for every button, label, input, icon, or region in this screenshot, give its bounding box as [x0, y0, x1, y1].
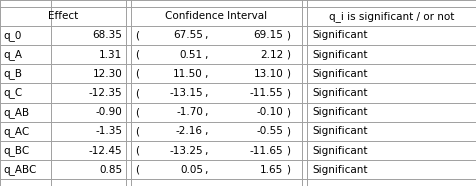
Text: -1.35: -1.35 — [95, 126, 122, 136]
Text: -11.55: -11.55 — [249, 88, 283, 98]
Text: -13.25: -13.25 — [169, 145, 202, 155]
Text: Significant: Significant — [311, 88, 367, 98]
Text: (: ( — [135, 165, 139, 175]
Text: -12.35: -12.35 — [89, 88, 122, 98]
Text: Significant: Significant — [311, 50, 367, 60]
Text: Effect: Effect — [48, 11, 78, 21]
Text: (: ( — [135, 126, 139, 136]
Text: Significant: Significant — [311, 69, 367, 79]
Text: 11.50: 11.50 — [173, 69, 202, 79]
Text: 68.35: 68.35 — [92, 31, 122, 41]
Text: Significant: Significant — [311, 165, 367, 175]
Text: Confidence Interval: Confidence Interval — [165, 11, 267, 21]
Text: 0.05: 0.05 — [179, 165, 202, 175]
Text: -11.65: -11.65 — [249, 145, 283, 155]
Text: ): ) — [286, 50, 290, 60]
Text: 2.12: 2.12 — [259, 50, 283, 60]
Text: q_C: q_C — [4, 88, 23, 98]
Text: q_BC: q_BC — [4, 145, 30, 156]
Text: (: ( — [135, 50, 139, 60]
Text: ,: , — [204, 165, 208, 175]
Text: 12.30: 12.30 — [92, 69, 122, 79]
Text: ,: , — [204, 107, 208, 117]
Text: 1.65: 1.65 — [259, 165, 283, 175]
Text: (: ( — [135, 69, 139, 79]
Text: 69.15: 69.15 — [253, 31, 283, 41]
Text: -2.16: -2.16 — [176, 126, 202, 136]
Text: Significant: Significant — [311, 145, 367, 155]
Text: q_A: q_A — [4, 49, 23, 60]
Text: ,: , — [204, 69, 208, 79]
Text: (: ( — [135, 107, 139, 117]
Text: 0.85: 0.85 — [99, 165, 122, 175]
Text: -0.90: -0.90 — [95, 107, 122, 117]
Text: Significant: Significant — [311, 31, 367, 41]
Text: (: ( — [135, 31, 139, 41]
Text: ,: , — [204, 145, 208, 155]
Text: q_B: q_B — [4, 68, 23, 79]
Text: ,: , — [204, 126, 208, 136]
Text: ): ) — [286, 31, 290, 41]
Text: (: ( — [135, 88, 139, 98]
Text: -13.15: -13.15 — [169, 88, 202, 98]
Text: -0.55: -0.55 — [256, 126, 283, 136]
Text: q_i is significant / or not: q_i is significant / or not — [329, 11, 454, 22]
Text: 13.10: 13.10 — [253, 69, 283, 79]
Text: q_ABC: q_ABC — [4, 164, 37, 175]
Text: -1.70: -1.70 — [176, 107, 202, 117]
Text: -12.45: -12.45 — [89, 145, 122, 155]
Text: ): ) — [286, 107, 290, 117]
Text: 0.51: 0.51 — [179, 50, 202, 60]
Text: ): ) — [286, 88, 290, 98]
Text: q_0: q_0 — [4, 30, 22, 41]
Text: ,: , — [204, 50, 208, 60]
Text: ): ) — [286, 69, 290, 79]
Text: q_AC: q_AC — [4, 126, 30, 137]
Text: ): ) — [286, 165, 290, 175]
Text: Significant: Significant — [311, 126, 367, 136]
Text: Significant: Significant — [311, 107, 367, 117]
Text: ): ) — [286, 145, 290, 155]
Text: q_AB: q_AB — [4, 107, 30, 118]
Text: (: ( — [135, 145, 139, 155]
Text: ,: , — [204, 31, 208, 41]
Text: 67.55: 67.55 — [173, 31, 202, 41]
Text: -0.10: -0.10 — [256, 107, 283, 117]
Text: ): ) — [286, 126, 290, 136]
Text: ,: , — [204, 88, 208, 98]
Text: 1.31: 1.31 — [99, 50, 122, 60]
